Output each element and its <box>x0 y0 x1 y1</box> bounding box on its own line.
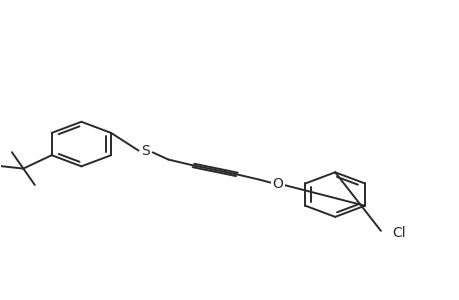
Text: S: S <box>141 145 150 158</box>
Text: O: O <box>272 177 283 191</box>
Text: Cl: Cl <box>392 226 405 240</box>
